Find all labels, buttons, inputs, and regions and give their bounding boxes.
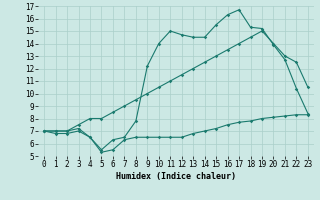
X-axis label: Humidex (Indice chaleur): Humidex (Indice chaleur) (116, 172, 236, 181)
